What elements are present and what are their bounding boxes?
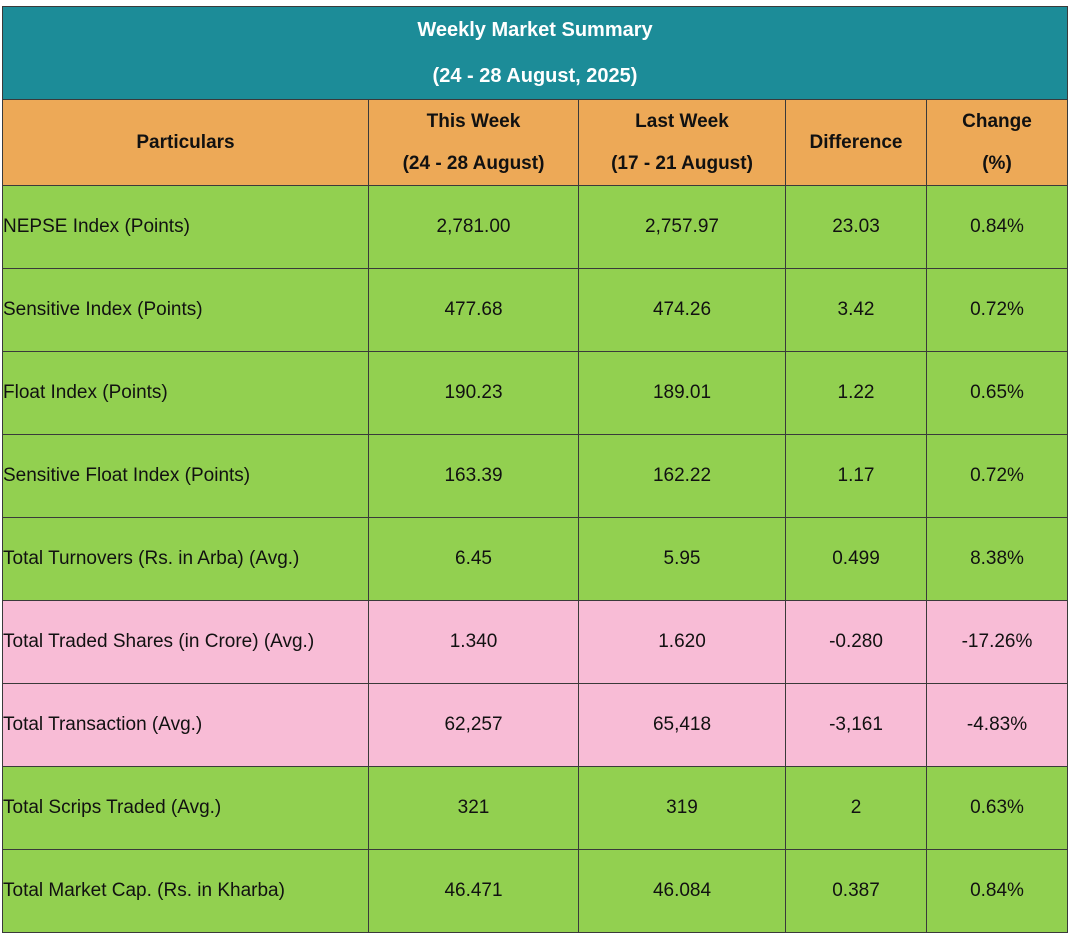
this-week-value: 1.340 [368, 600, 579, 684]
table-row: Total Scrips Traded (Avg.) 321 319 2 0.63% [2, 766, 1068, 850]
header-last-week-dates: (17 - 21 August) [611, 152, 753, 174]
difference-value: 0.387 [785, 849, 927, 933]
difference-value: 3.42 [785, 268, 927, 352]
table-row: Total Market Cap. (Rs. in Kharba) 46.471 4… [2, 849, 1068, 933]
this-week-value: 6.45 [368, 517, 579, 601]
table-row: Total Turnovers (Rs. in Arba) (Avg.) 6.45… [2, 517, 1068, 601]
this-week-value: 62,257 [368, 683, 579, 767]
table-row: Sensitive Float Index (Points) 163.39 162.… [2, 434, 1068, 518]
header-change-unit: (%) [982, 152, 1012, 174]
last-week-value: 162.22 [578, 434, 786, 518]
table-title: Weekly Market Summary [417, 19, 653, 41]
difference-value: 0.499 [785, 517, 927, 601]
title-cell: Weekly Market Summary (24 - 28 August, 2… [2, 6, 1068, 100]
change-value: 0.84% [926, 849, 1068, 933]
row-label: Sensitive Index (Points) [2, 268, 369, 352]
change-value: 0.84% [926, 185, 1068, 269]
change-value: -4.83% [926, 683, 1068, 767]
this-week-value: 477.68 [368, 268, 579, 352]
header-row: Particulars This Week (24 - 28 August) L… [2, 99, 1068, 186]
header-this-week-dates: (24 - 28 August) [402, 152, 545, 174]
row-label: Total Turnovers (Rs. in Arba) (Avg.) [2, 517, 369, 601]
row-label: Total Transaction (Avg.) [2, 683, 369, 767]
this-week-value: 190.23 [368, 351, 579, 435]
this-week-value: 46.471 [368, 849, 579, 933]
header-this-week-label: This Week [426, 110, 521, 132]
table-subtitle: (24 - 28 August, 2025) [432, 65, 638, 87]
change-value: 0.72% [926, 434, 1068, 518]
last-week-value: 1.620 [578, 600, 786, 684]
last-week-value: 5.95 [578, 517, 786, 601]
row-label: Total Market Cap. (Rs. in Kharba) [2, 849, 369, 933]
last-week-value: 46.084 [578, 849, 786, 933]
change-value: 8.38% [926, 517, 1068, 601]
row-label: NEPSE Index (Points) [2, 185, 369, 269]
difference-value: -3,161 [785, 683, 927, 767]
last-week-value: 474.26 [578, 268, 786, 352]
difference-value: 2 [785, 766, 927, 850]
last-week-value: 319 [578, 766, 786, 850]
change-value: 0.72% [926, 268, 1068, 352]
header-particulars: Particulars [2, 99, 369, 186]
change-value: 0.65% [926, 351, 1068, 435]
this-week-value: 163.39 [368, 434, 579, 518]
last-week-value: 65,418 [578, 683, 786, 767]
title-row: Weekly Market Summary (24 - 28 August, 2… [2, 6, 1068, 100]
row-label: Sensitive Float Index (Points) [2, 434, 369, 518]
header-difference: Difference [785, 99, 927, 186]
header-change-label: Change [962, 110, 1032, 132]
table-row: Total Transaction (Avg.) 62,257 65,418 -3,1… [2, 683, 1068, 767]
row-label: Float Index (Points) [2, 351, 369, 435]
table-row: Sensitive Index (Points) 477.68 474.26 3.42… [2, 268, 1068, 352]
row-label: Total Traded Shares (in Crore) (Avg.) [2, 600, 369, 684]
difference-value: 1.22 [785, 351, 927, 435]
table-body: NEPSE Index (Points) 2,781.00 2,757.97 23.0… [2, 185, 1068, 933]
change-value: 0.63% [926, 766, 1068, 850]
table-row: NEPSE Index (Points) 2,781.00 2,757.97 23.0… [2, 185, 1068, 269]
this-week-value: 321 [368, 766, 579, 850]
difference-value: 1.17 [785, 434, 927, 518]
difference-value: 23.03 [785, 185, 927, 269]
header-last-week: Last Week (17 - 21 August) [578, 99, 786, 186]
this-week-value: 2,781.00 [368, 185, 579, 269]
header-change: Change (%) [926, 99, 1068, 186]
table-row: Total Traded Shares (in Crore) (Avg.) 1.3… [2, 600, 1068, 684]
difference-value: -0.280 [785, 600, 927, 684]
change-value: -17.26% [926, 600, 1068, 684]
last-week-value: 189.01 [578, 351, 786, 435]
last-week-value: 2,757.97 [578, 185, 786, 269]
header-last-week-label: Last Week [635, 110, 729, 132]
row-label: Total Scrips Traded (Avg.) [2, 766, 369, 850]
table-row: Float Index (Points) 190.23 189.01 1.22 0.65… [2, 351, 1068, 435]
header-this-week: This Week (24 - 28 August) [368, 99, 579, 186]
market-summary-table: Weekly Market Summary (24 - 28 August, 2… [2, 6, 1068, 933]
